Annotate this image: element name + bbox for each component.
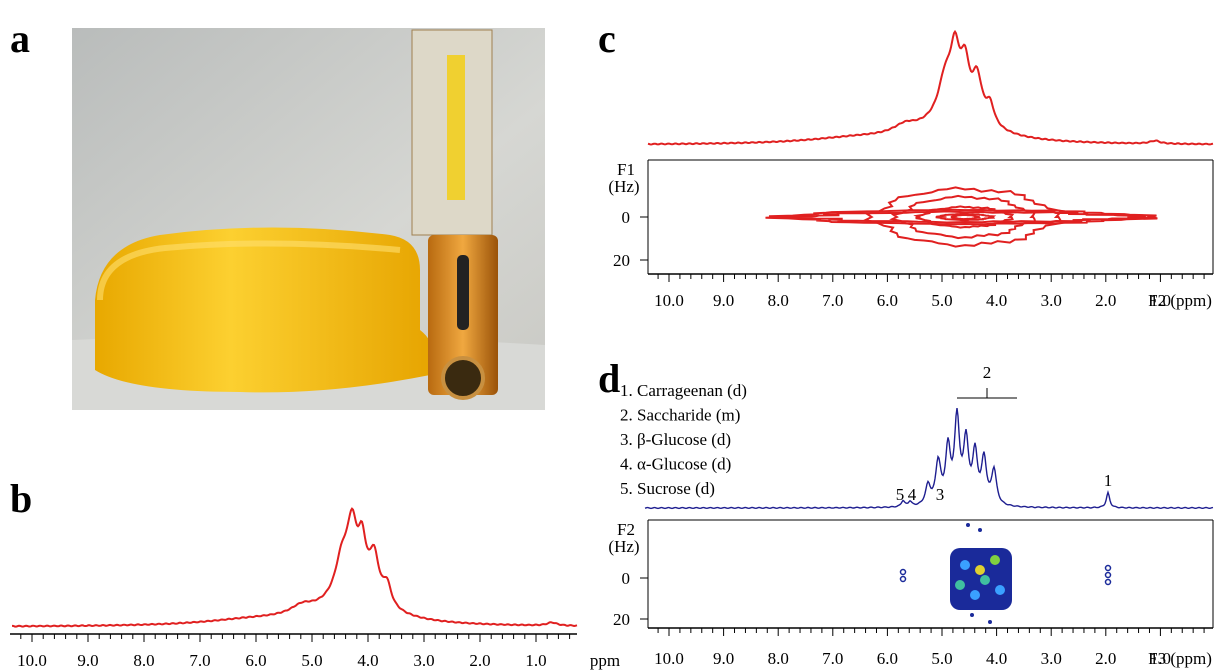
x-tick-label: 4.0 xyxy=(357,651,378,670)
x-tick-label: 6.0 xyxy=(877,291,898,310)
y-tick-label: 0 xyxy=(622,569,631,588)
x-tick-label: 10.0 xyxy=(654,649,684,668)
legend-entry: 3. β-Glucose (d) xyxy=(620,430,731,449)
cross-peak xyxy=(955,580,965,590)
x-tick-label: 7.0 xyxy=(189,651,210,670)
x-axis-label: ppm xyxy=(590,651,620,670)
cross-peak xyxy=(899,575,907,583)
x-tick-label: 1.0 xyxy=(1150,649,1171,668)
spectrum xyxy=(644,408,1214,510)
peak-label: 4 xyxy=(908,485,917,504)
peak-label: 1 xyxy=(1104,471,1113,490)
cross-peak xyxy=(1104,571,1112,579)
cross-peak xyxy=(990,555,1000,565)
legend-entry: 1. Carrageenan (d) xyxy=(620,381,747,400)
legend-entry: 5. Sucrose (d) xyxy=(620,479,715,498)
x-tick-label: 9.0 xyxy=(77,651,98,670)
x-tick-label: 6.0 xyxy=(877,649,898,668)
panel-label: d xyxy=(598,356,620,401)
cross-peak xyxy=(980,575,990,585)
peak-label: 3 xyxy=(936,485,945,504)
x-tick-label: 1.0 xyxy=(1150,291,1171,310)
plot-frame xyxy=(647,519,1214,628)
spectrum xyxy=(12,507,578,628)
legend-entry: 2. Saccharide (m) xyxy=(620,406,740,425)
y-tick-label: 20 xyxy=(613,610,630,629)
x-tick-label: 4.0 xyxy=(986,649,1007,668)
y-axis-label: F2 xyxy=(617,520,635,539)
cross-peak xyxy=(988,620,992,624)
x-tick-label: 4.0 xyxy=(986,291,1007,310)
spectrum xyxy=(647,29,1214,146)
y-tick-label: 20 xyxy=(613,251,630,270)
cross-peak xyxy=(978,528,982,532)
cross-peak xyxy=(960,560,970,570)
x-tick-label: 5.0 xyxy=(301,651,322,670)
x-axis-label: F2 (ppm) xyxy=(1148,291,1212,310)
cross-peak xyxy=(975,565,985,575)
x-axis-label: F3 (ppm) xyxy=(1148,649,1212,668)
cross-peak xyxy=(966,523,970,527)
x-tick-label: 3.0 xyxy=(1041,649,1062,668)
x-tick-label: 7.0 xyxy=(822,649,843,668)
x-tick-label: 3.0 xyxy=(413,651,434,670)
panel-label: b xyxy=(10,476,32,521)
cross-peak xyxy=(970,613,974,617)
contour xyxy=(889,194,1037,240)
y-axis-unit: (Hz) xyxy=(608,177,639,196)
y-axis-unit: (Hz) xyxy=(608,537,639,556)
panel-label: a xyxy=(10,16,30,61)
cross-peak xyxy=(1104,564,1112,572)
cross-peak xyxy=(970,590,980,600)
photo xyxy=(72,28,545,410)
contour xyxy=(935,212,997,222)
x-tick-label: 5.0 xyxy=(931,291,952,310)
panel-label: c xyxy=(598,16,616,61)
peak-label: 5 xyxy=(896,485,905,504)
x-tick-label: 6.0 xyxy=(245,651,266,670)
x-tick-label: 8.0 xyxy=(768,649,789,668)
y-tick-label: 0 xyxy=(622,208,631,227)
cross-peak xyxy=(1104,578,1112,586)
cross-peak xyxy=(899,568,907,576)
contour xyxy=(862,186,1063,248)
x-tick-label: 9.0 xyxy=(713,649,734,668)
x-tick-label: 10.0 xyxy=(17,651,47,670)
bracket xyxy=(957,388,1017,399)
legend-entry: 4. α-Glucose (d) xyxy=(620,455,731,474)
x-tick-label: 10.0 xyxy=(654,291,684,310)
x-tick-label: 1.0 xyxy=(525,651,546,670)
x-tick-label: 2.0 xyxy=(1095,291,1116,310)
contour xyxy=(772,210,1149,224)
x-tick-label: 2.0 xyxy=(469,651,490,670)
x-tick-label: 2.0 xyxy=(1095,649,1116,668)
peak-label: 2 xyxy=(983,363,992,382)
x-tick-label: 3.0 xyxy=(1041,291,1062,310)
y-axis-label: F1 xyxy=(617,160,635,179)
contour xyxy=(950,213,982,221)
x-tick-label: 5.0 xyxy=(931,649,952,668)
x-tick-label: 9.0 xyxy=(713,291,734,310)
x-tick-label: 8.0 xyxy=(133,651,154,670)
contour xyxy=(913,205,1015,229)
x-tick-label: 8.0 xyxy=(768,291,789,310)
cross-peak xyxy=(995,585,1005,595)
x-tick-label: 7.0 xyxy=(822,291,843,310)
